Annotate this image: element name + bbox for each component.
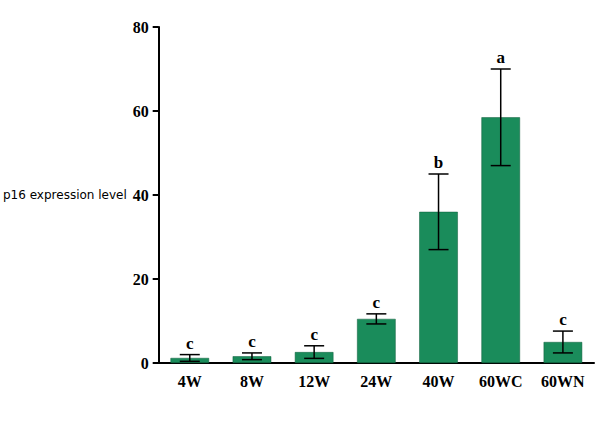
svg-text:40W: 40W <box>423 373 455 390</box>
svg-text:60WC: 60WC <box>479 373 523 390</box>
svg-text:p16 expression level: p16 expression level <box>3 188 127 202</box>
svg-text:c: c <box>248 332 256 351</box>
svg-text:0: 0 <box>141 355 149 372</box>
svg-text:80: 80 <box>133 19 149 36</box>
svg-text:c: c <box>186 334 194 353</box>
svg-text:24W: 24W <box>360 373 392 390</box>
svg-text:c: c <box>373 293 381 312</box>
svg-text:60WN: 60WN <box>541 373 585 390</box>
svg-text:c: c <box>310 325 318 344</box>
svg-text:a: a <box>496 48 505 67</box>
svg-text:4W: 4W <box>178 373 202 390</box>
svg-text:c: c <box>559 310 567 329</box>
svg-text:8W: 8W <box>240 373 264 390</box>
svg-text:40: 40 <box>133 187 149 204</box>
svg-text:12W: 12W <box>298 373 330 390</box>
svg-text:60: 60 <box>133 103 149 120</box>
svg-text:20: 20 <box>133 271 149 288</box>
svg-text:b: b <box>434 153 443 172</box>
